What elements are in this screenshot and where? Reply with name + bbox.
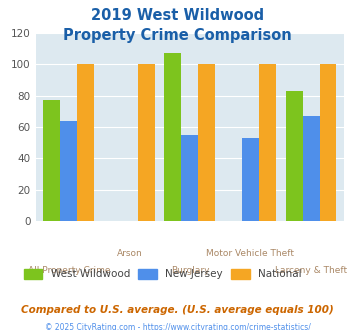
Bar [302, 116, 320, 221]
Text: 2019 West Wildwood: 2019 West Wildwood [91, 8, 264, 23]
Bar [259, 64, 276, 221]
Bar [181, 135, 198, 221]
Text: Property Crime Comparison: Property Crime Comparison [63, 28, 292, 43]
Bar [286, 91, 302, 221]
Bar [43, 100, 60, 221]
Text: Motor Vehicle Theft: Motor Vehicle Theft [207, 249, 295, 258]
Text: Arson: Arson [116, 249, 142, 258]
Bar [198, 64, 215, 221]
Bar [138, 64, 155, 221]
Text: All Property Crime: All Property Crime [28, 266, 110, 275]
Text: Compared to U.S. average. (U.S. average equals 100): Compared to U.S. average. (U.S. average … [21, 305, 334, 315]
Bar [164, 53, 181, 221]
Text: © 2025 CityRating.com - https://www.cityrating.com/crime-statistics/: © 2025 CityRating.com - https://www.city… [45, 323, 310, 330]
Bar [242, 138, 259, 221]
Bar [60, 121, 77, 221]
Bar [77, 64, 94, 221]
Text: Burglary: Burglary [171, 266, 209, 275]
Legend: West Wildwood, New Jersey, National: West Wildwood, New Jersey, National [20, 264, 306, 283]
Text: Larceny & Theft: Larceny & Theft [275, 266, 347, 275]
Bar [320, 64, 337, 221]
